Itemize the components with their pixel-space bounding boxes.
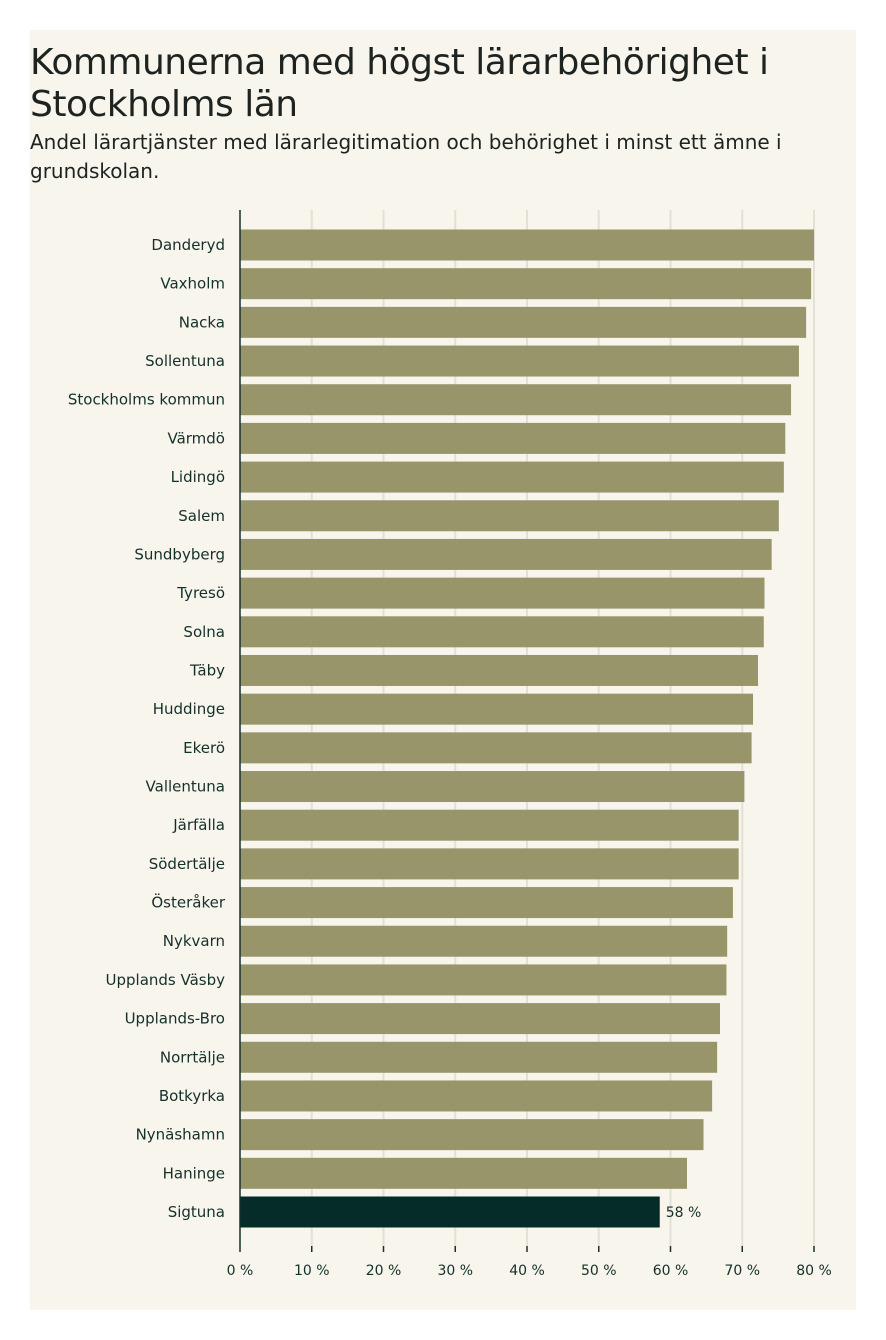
bar-upplands-väsby <box>240 964 727 996</box>
x-tick-label: 70 % <box>724 1263 760 1279</box>
bar-solna <box>240 616 764 648</box>
x-tick-label: 0 % <box>227 1263 254 1279</box>
bar-järfälla <box>240 809 739 841</box>
category-label: Stockholms kommun <box>68 391 225 409</box>
category-label: Tyresö <box>176 584 225 602</box>
category-label: Sundbyberg <box>134 545 225 563</box>
bar-sundbyberg <box>240 538 772 570</box>
bar-nykvarn <box>240 925 728 957</box>
category-label: Nynäshamn <box>136 1126 225 1144</box>
category-label: Danderyd <box>151 236 225 254</box>
bar-haninge <box>240 1157 688 1189</box>
bar-botkyrka <box>240 1080 713 1112</box>
x-tick-label: 60 % <box>653 1263 689 1279</box>
category-label: Upplands-Bro <box>125 1010 225 1028</box>
bar-nacka <box>240 306 807 338</box>
bar-salem <box>240 500 779 532</box>
bar-tyresö <box>240 577 765 609</box>
bar-nynäshamn <box>240 1119 704 1151</box>
bar-södertälje <box>240 848 739 880</box>
bar-värmdö <box>240 422 786 454</box>
bar-stockholms-kommun <box>240 384 792 416</box>
chart-subtitle: Andel lärartjänster med lärarlegitimatio… <box>30 130 782 183</box>
bar-sigtuna <box>240 1196 660 1228</box>
category-label: Vaxholm <box>160 275 225 293</box>
category-label: Södertälje <box>149 855 225 873</box>
category-label: Järfälla <box>172 816 225 834</box>
x-tick-label: 30 % <box>437 1263 473 1279</box>
bar-sollentuna <box>240 345 799 377</box>
category-label: Huddinge <box>153 700 225 718</box>
category-label: Vallentuna <box>146 778 225 796</box>
category-label: Värmdö <box>167 429 225 447</box>
x-tick-label: 50 % <box>581 1263 617 1279</box>
x-tick-label: 80 % <box>796 1263 832 1279</box>
x-tick-label: 40 % <box>509 1263 545 1279</box>
category-label: Solna <box>183 623 225 641</box>
bar-österåker <box>240 887 733 919</box>
bar-vaxholm <box>240 268 812 300</box>
x-tick-label: 20 % <box>366 1263 402 1279</box>
bar-lidingö <box>240 461 784 493</box>
category-label: Haninge <box>163 1164 225 1182</box>
category-label: Sollentuna <box>145 352 225 370</box>
data-label: 58 % <box>666 1205 702 1221</box>
x-tick-label: 10 % <box>294 1263 330 1279</box>
category-label: Sigtuna <box>168 1203 225 1221</box>
bar-upplands-bro <box>240 1003 721 1035</box>
category-label: Salem <box>178 507 225 525</box>
category-label: Nacka <box>179 313 225 331</box>
category-label: Nykvarn <box>163 932 225 950</box>
category-label: Lidingö <box>171 468 225 486</box>
category-label: Ekerö <box>183 739 225 757</box>
category-label: Botkyrka <box>159 1087 225 1105</box>
category-label: Täby <box>189 661 225 679</box>
bar-danderyd <box>240 229 814 261</box>
category-label: Österåker <box>151 893 225 912</box>
bar-ekerö <box>240 732 752 764</box>
bar-norrtälje <box>240 1041 718 1073</box>
bar-täby <box>240 654 759 686</box>
category-label: Upplands Väsby <box>106 971 226 989</box>
bar-vallentuna <box>240 771 745 803</box>
category-label: Norrtälje <box>160 1048 225 1066</box>
bar-huddinge <box>240 693 754 725</box>
chart-title: Kommunerna med högst lärarbehörighet i S… <box>30 42 769 125</box>
